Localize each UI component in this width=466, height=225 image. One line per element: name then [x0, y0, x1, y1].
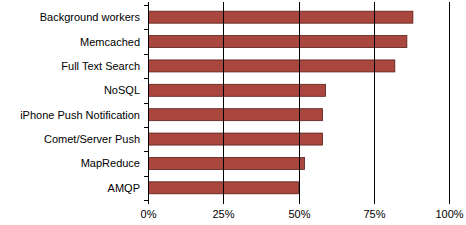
- category-tick: [144, 29, 148, 30]
- grid-line: [449, 2, 450, 204]
- category-tick: [144, 200, 148, 201]
- chart: 0% 25% 50% 75% 100% Background workers Memcach…: [0, 0, 466, 225]
- category-tick: [144, 54, 148, 55]
- category-tick: [144, 176, 148, 177]
- tick-label: 50%: [288, 208, 310, 220]
- category-label: MapReduce: [81, 157, 140, 169]
- category-tick: [144, 103, 148, 104]
- category-tick: [144, 5, 148, 6]
- category-label: Comet/Server Push: [44, 133, 140, 145]
- bar: [148, 36, 407, 48]
- category-label: Full Text Search: [61, 60, 140, 72]
- bar: [148, 60, 395, 72]
- grid-line: [374, 2, 375, 204]
- category-label: Background workers: [40, 11, 141, 23]
- bars: [148, 11, 413, 194]
- category-tick: [144, 78, 148, 79]
- category-label: AMQP: [108, 182, 140, 194]
- tick-label: 0%: [141, 208, 157, 220]
- category-label: iPhone Push Notification: [20, 109, 140, 121]
- grid-line: [148, 2, 149, 204]
- bar: [148, 84, 326, 96]
- tick-label: 25%: [212, 208, 234, 220]
- category-tick: [144, 151, 148, 152]
- bar: [148, 133, 323, 145]
- chart-container: 0% 25% 50% 75% 100% Background workers Memcach…: [0, 0, 466, 225]
- category-label: NoSQL: [104, 84, 140, 96]
- tick-label: 100%: [435, 208, 463, 220]
- bar: [148, 109, 323, 121]
- grid: [149, 2, 450, 204]
- tick-label: 75%: [363, 208, 385, 220]
- category-label: Memcached: [80, 36, 140, 48]
- grid-line: [223, 2, 224, 204]
- bar: [148, 157, 305, 169]
- grid-line: [299, 2, 300, 204]
- bar: [148, 11, 413, 23]
- axis-line: [148, 200, 449, 201]
- category-tick: [144, 127, 148, 128]
